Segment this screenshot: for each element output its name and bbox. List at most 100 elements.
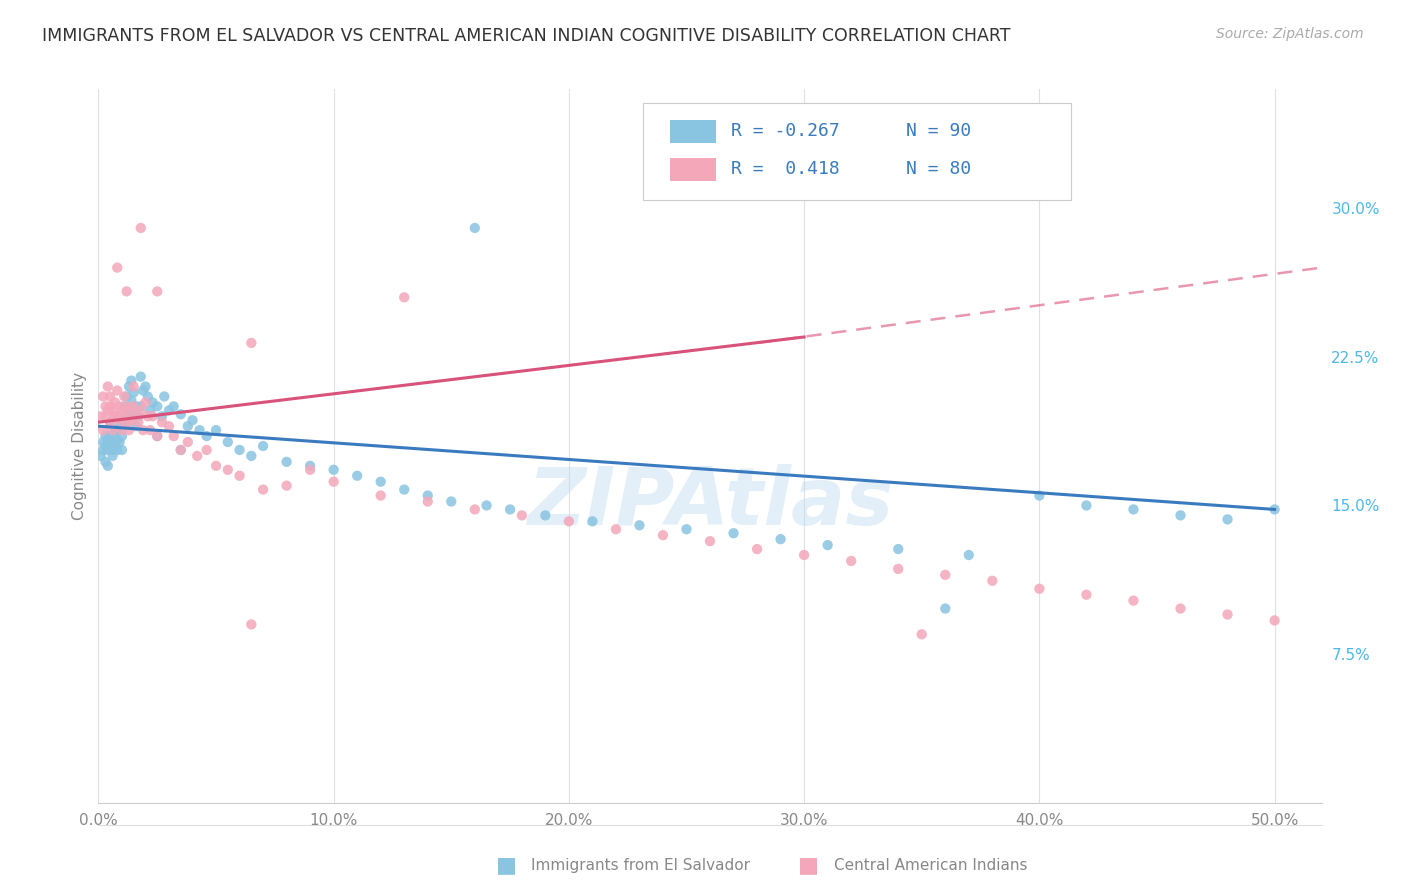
Point: [188, 423, 211, 437]
Point: [101, 433, 124, 447]
Point: [150, 415, 173, 429]
Point: [94, 400, 117, 414]
Point: [581, 514, 603, 528]
Point: [97, 379, 120, 393]
Point: [122, 400, 145, 414]
Point: [911, 627, 934, 641]
Point: [1076, 499, 1098, 513]
Point: [94, 429, 117, 443]
Point: [299, 463, 322, 477]
Point: [745, 542, 768, 557]
Point: [118, 379, 141, 393]
Point: [134, 395, 156, 409]
Point: [122, 409, 145, 424]
Point: [118, 423, 141, 437]
Point: [115, 415, 138, 429]
Point: [793, 548, 815, 562]
Point: [153, 389, 176, 403]
Point: [108, 435, 131, 450]
Point: [111, 429, 134, 443]
Point: [1264, 614, 1286, 628]
Point: [122, 379, 145, 393]
Point: [112, 409, 135, 424]
Point: [111, 403, 134, 417]
Text: R = -0.267: R = -0.267: [731, 121, 839, 139]
FancyBboxPatch shape: [643, 103, 1071, 200]
Point: [1264, 502, 1286, 516]
Point: [628, 518, 651, 533]
Point: [141, 395, 163, 409]
Point: [120, 393, 142, 408]
Point: [105, 384, 128, 398]
Point: [101, 442, 124, 457]
Point: [129, 369, 152, 384]
Point: [108, 413, 131, 427]
Point: [934, 601, 956, 615]
Point: [134, 379, 156, 393]
Point: [240, 335, 263, 350]
Point: [125, 409, 148, 424]
Point: [111, 442, 134, 457]
Point: [346, 468, 368, 483]
Point: [181, 413, 204, 427]
Point: [146, 285, 169, 299]
Point: [1028, 489, 1050, 503]
Point: [887, 542, 910, 557]
Point: [510, 508, 533, 523]
Point: [1170, 601, 1192, 615]
Text: Central American Indians: Central American Indians: [834, 858, 1028, 872]
Point: [127, 415, 149, 429]
Point: [120, 413, 142, 427]
Point: [699, 534, 721, 549]
Point: [1122, 502, 1144, 516]
Text: N = 80: N = 80: [905, 161, 972, 178]
Text: ■: ■: [799, 855, 818, 875]
Point: [136, 409, 159, 424]
Point: [94, 439, 117, 453]
Point: [105, 409, 128, 424]
Point: [416, 494, 439, 508]
Point: [125, 400, 148, 414]
Point: [392, 483, 416, 497]
Point: [104, 423, 127, 437]
Point: [150, 409, 173, 424]
Point: [1170, 508, 1192, 523]
Point: [98, 400, 121, 414]
Point: [817, 538, 839, 552]
Point: [115, 389, 138, 403]
Point: [146, 429, 169, 443]
Point: [252, 483, 274, 497]
Point: [105, 433, 128, 447]
Point: [475, 499, 498, 513]
Point: [115, 415, 138, 429]
Point: [91, 389, 114, 403]
Point: [887, 562, 910, 576]
Point: [177, 419, 200, 434]
Point: [240, 617, 263, 632]
Point: [97, 403, 120, 417]
Point: [112, 389, 135, 403]
Point: [276, 478, 298, 492]
Point: [157, 403, 180, 417]
Point: [205, 458, 228, 473]
Point: [605, 522, 627, 536]
Point: [177, 435, 200, 450]
Point: [105, 423, 128, 437]
Point: [170, 407, 193, 421]
Text: Source: ZipAtlas.com: Source: ZipAtlas.com: [1216, 27, 1364, 41]
Point: [370, 489, 392, 503]
Point: [276, 455, 298, 469]
Point: [129, 221, 152, 235]
Point: [416, 489, 439, 503]
Point: [132, 423, 155, 437]
Point: [132, 384, 155, 398]
Point: [118, 403, 141, 417]
Point: [534, 508, 557, 523]
Point: [195, 442, 218, 457]
Point: [217, 463, 239, 477]
Point: [118, 403, 141, 417]
Point: [170, 442, 193, 457]
Point: [112, 409, 135, 424]
Point: [934, 567, 956, 582]
Y-axis label: Cognitive Disability: Cognitive Disability: [72, 372, 87, 520]
